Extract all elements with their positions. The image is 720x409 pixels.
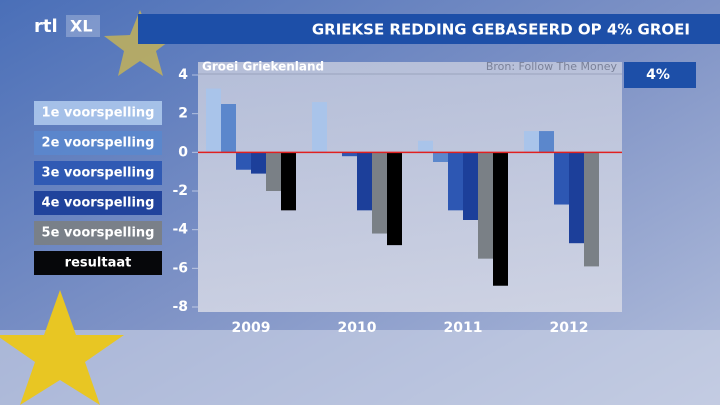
bar — [312, 102, 327, 153]
legend-swatch — [34, 101, 162, 125]
badge-box — [624, 62, 696, 88]
x-tick-label: 2012 — [550, 320, 589, 336]
bar — [372, 152, 387, 234]
x-tick-label: 2011 — [444, 320, 483, 336]
brand: rtl — [34, 16, 58, 37]
bar — [251, 152, 266, 174]
bar — [569, 152, 584, 244]
legend-label: 3e voorspelling — [42, 166, 155, 181]
legend-swatch — [34, 221, 162, 245]
star — [0, 290, 124, 405]
bar — [206, 88, 221, 153]
bar — [539, 131, 554, 153]
bar — [493, 152, 508, 286]
subtitle: Groei Griekenland — [202, 60, 324, 74]
bar — [463, 152, 478, 220]
y-tick-label: -2 — [172, 183, 188, 199]
x-tick-label: 2009 — [232, 320, 271, 336]
y-tick-label: -4 — [172, 222, 188, 238]
legend-swatch — [34, 191, 162, 215]
bar — [342, 152, 357, 157]
y-tick-label: 0 — [178, 144, 188, 160]
x-tick-label: 2010 — [338, 320, 377, 336]
legend-label: 1e voorspelling — [42, 106, 155, 121]
y-tick-label: -6 — [172, 260, 188, 276]
y-tick-label: -8 — [172, 299, 188, 315]
bar — [433, 152, 448, 162]
bar — [584, 152, 599, 267]
y-tick-label: 4 — [178, 67, 188, 83]
title-banner — [138, 14, 720, 44]
bar — [281, 152, 296, 211]
legend-label: 5e voorspelling — [42, 226, 155, 241]
bar — [478, 152, 493, 259]
bar — [554, 152, 569, 205]
bar — [266, 152, 281, 191]
y-tick-label: 2 — [178, 106, 188, 122]
bar — [387, 152, 402, 246]
bar — [524, 131, 539, 153]
legend-label: 2e voorspelling — [42, 136, 155, 151]
bar — [236, 152, 251, 170]
legend-swatch — [34, 161, 162, 185]
bar — [221, 104, 236, 153]
floor — [0, 330, 720, 405]
legend-swatch — [34, 131, 162, 155]
bar — [418, 140, 433, 153]
badge: 4% — [646, 67, 670, 83]
brand-box — [66, 15, 100, 37]
brand-suffix: XL — [70, 17, 93, 36]
title: GRIEKSE REDDING GEBASEERD OP 4% GROEI — [312, 21, 690, 39]
source: Bron: Follow The Money — [486, 60, 618, 73]
legend-label: resultaat — [65, 256, 132, 271]
bar — [357, 152, 372, 211]
legend-label: 4e voorspelling — [42, 196, 155, 211]
legend-swatch — [34, 251, 162, 275]
bar — [448, 152, 463, 211]
